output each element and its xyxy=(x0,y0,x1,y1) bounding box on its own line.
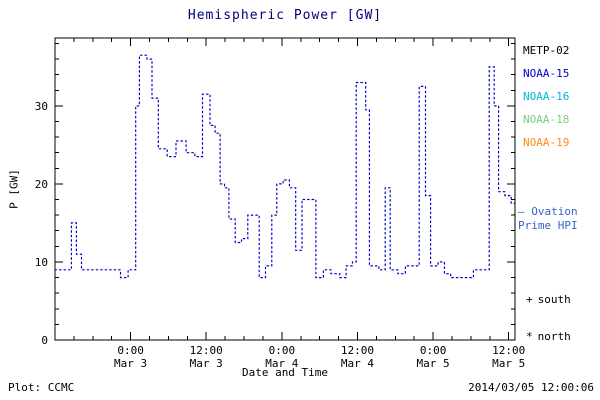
tick-label: 12:00 xyxy=(190,344,223,357)
legend-ovation-line1: — Ovation xyxy=(518,205,578,218)
legend-item-noaa15: NOAA-15 xyxy=(523,67,570,80)
tick-label: Mar 3 xyxy=(114,357,147,370)
tick-label: 20 xyxy=(35,178,48,191)
tick-label: 12:00 xyxy=(492,344,525,357)
legend-item-noaa18: NOAA-18 xyxy=(523,113,570,126)
asterisk-marker-icon: * xyxy=(526,330,533,343)
plot-timestamp: 2014/03/05 12:00:06 xyxy=(468,381,594,394)
legend-south-label: south xyxy=(537,293,571,306)
plus-marker-icon: + xyxy=(526,293,533,306)
legend-item-metp02: METP-02 xyxy=(523,44,570,57)
tick-label: Mar 3 xyxy=(190,357,223,370)
legend-north: * north xyxy=(526,330,571,343)
tick-label: 0:00 xyxy=(269,344,296,357)
legend-south: + south xyxy=(526,293,571,306)
tick-label: 0:00 xyxy=(117,344,144,357)
legend-item-noaa19: NOAA-19 xyxy=(523,136,570,149)
tick-label: 0:00 xyxy=(420,344,447,357)
plot-frame xyxy=(54,37,516,341)
legend-north-label: north xyxy=(537,330,571,343)
legend-ovation: — Ovation Prime HPI xyxy=(518,205,578,233)
tick-label: Mar 4 xyxy=(341,357,374,370)
tick-label: 0 xyxy=(41,334,48,347)
legend-item-noaa16: NOAA-16 xyxy=(523,90,570,103)
plot-credit: Plot: CCMC xyxy=(8,381,75,394)
hpi-step-line xyxy=(54,54,516,279)
tick-label: 12:00 xyxy=(341,344,374,357)
tick-label: 10 xyxy=(35,256,48,269)
x-axis-label: Date and Time xyxy=(241,366,329,379)
y-axis-label: P [GW] xyxy=(7,169,21,209)
tick-label: Mar 4 xyxy=(265,357,298,370)
tick-label: Mar 5 xyxy=(492,357,525,370)
tick-label: 30 xyxy=(35,100,48,113)
chart-title: Hemispheric Power [GW] xyxy=(187,8,383,23)
tick-label: Mar 5 xyxy=(417,357,450,370)
legend-ovation-line2: Prime HPI xyxy=(518,219,578,232)
satellite-legend: METP-02 NOAA-15 NOAA-16 NOAA-18 NOAA-19 xyxy=(523,44,569,159)
